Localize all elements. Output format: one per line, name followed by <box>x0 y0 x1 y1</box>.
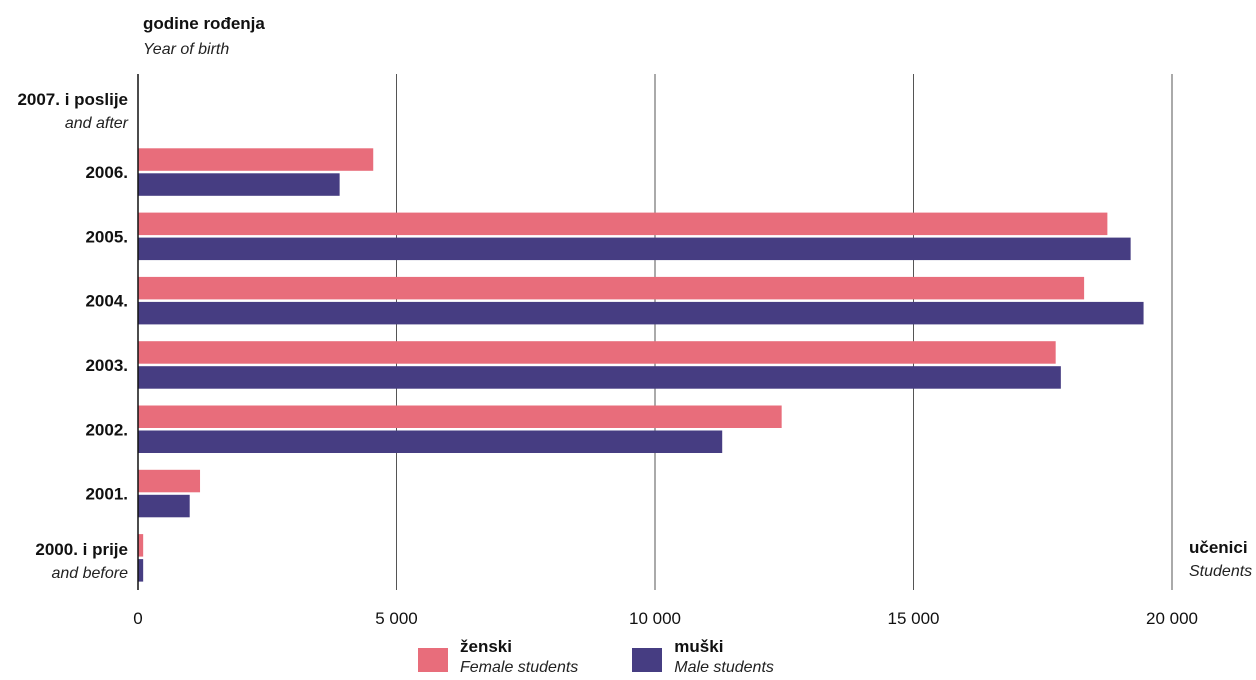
legend-label-female-en: Female students <box>460 659 579 676</box>
legend-label-female: ženski <box>460 637 512 656</box>
bar-male <box>138 430 723 453</box>
category-label: 2002. <box>85 420 128 439</box>
x-tick-label: 0 <box>133 609 142 628</box>
bar-male <box>138 559 144 582</box>
legend-label-male-en: Male students <box>674 659 774 676</box>
bar-female <box>138 469 201 493</box>
x-tick-label: 20 000 <box>1146 609 1198 628</box>
category-label-en: and before <box>51 565 128 582</box>
x-tick-labels: 0 5 000 10 000 15 000 20 000 <box>133 609 1198 628</box>
bar-male <box>138 301 1144 325</box>
category-label: 2006. <box>85 163 128 182</box>
category-label: 2005. <box>85 227 128 246</box>
bar-male <box>138 366 1061 389</box>
x-tick-label: 5 000 <box>375 609 418 628</box>
bar-female <box>138 148 374 171</box>
bar-male <box>138 237 1131 261</box>
bar-female <box>138 405 782 428</box>
bars <box>138 148 1144 582</box>
category-label: 2003. <box>85 356 128 375</box>
x-tick-label: 15 000 <box>888 609 940 628</box>
bar-female <box>138 212 1108 236</box>
legend-swatch-male <box>632 648 663 672</box>
legend-item-male: muški Male students <box>632 636 774 678</box>
category-label: 2000. i prije <box>35 540 128 559</box>
category-label: 2007. i poslije <box>17 90 128 109</box>
bar-female <box>138 276 1085 300</box>
x-axis-title-en: Students <box>1189 563 1252 580</box>
legend-item-female: ženski Female students <box>418 636 578 678</box>
category-labels: 2007. i poslije and after 2006. 2005. 2004. 2… <box>17 90 128 582</box>
y-axis-title: godine rođenja <box>143 14 265 33</box>
category-label-en: and after <box>65 115 129 132</box>
bar-male <box>138 173 340 196</box>
x-tick-label: 10 000 <box>629 609 681 628</box>
y-axis-title-en: Year of birth <box>143 41 229 58</box>
bar-female <box>138 341 1056 364</box>
legend: ženski Female students muški Male studen… <box>418 636 774 678</box>
bar-male <box>138 494 190 518</box>
grid-lines <box>396 74 1173 590</box>
legend-label-male: muški <box>674 637 724 656</box>
category-label: 2001. <box>85 485 128 504</box>
x-axis-title: učenici <box>1189 538 1248 557</box>
legend-swatch-female <box>418 648 448 672</box>
bar-female <box>138 534 144 557</box>
category-label: 2004. <box>85 292 128 311</box>
